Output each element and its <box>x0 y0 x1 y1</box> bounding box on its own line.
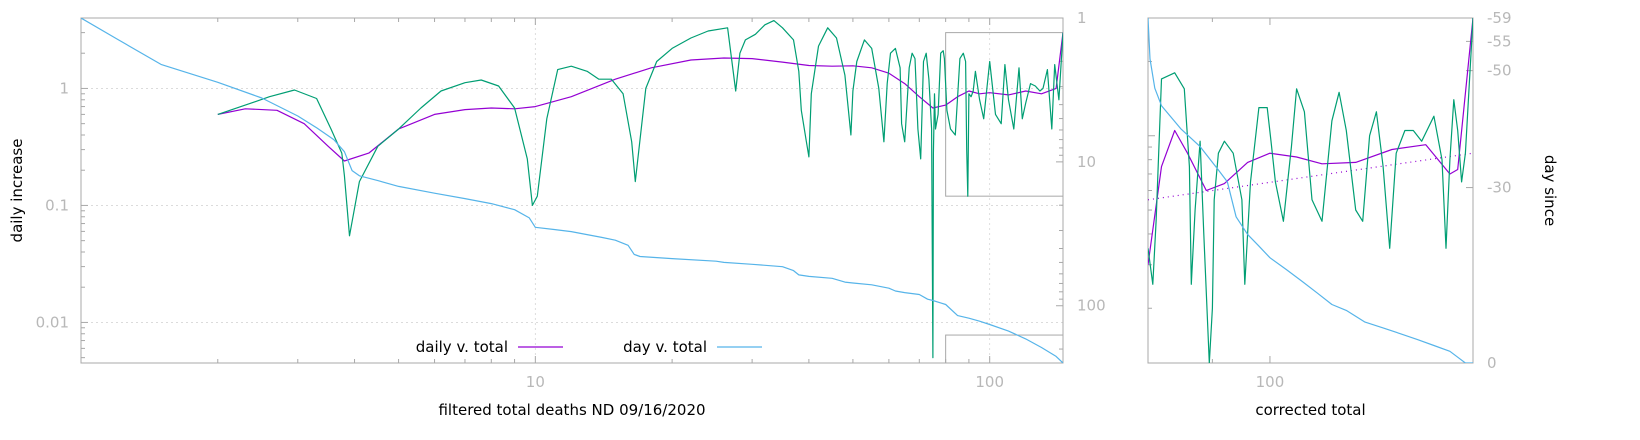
series-line-daily-v-total <box>218 33 1063 161</box>
y-tick-label: 1 <box>59 79 69 97</box>
x-axis-title: filtered total deaths ND 09/16/2020 <box>438 401 705 419</box>
y2-tick-label: -59 <box>1487 9 1512 27</box>
main-chart-panel: 10 100 0.01 0.1 1 1 10 100 filtered total deaths… <box>8 9 1106 419</box>
y-axis-title: daily increase <box>8 139 26 243</box>
y2-tick-label: 100 <box>1077 297 1106 315</box>
y2-tick-label: 0 <box>1487 354 1497 372</box>
y2-tick-label: -50 <box>1487 62 1512 80</box>
lower-box <box>946 335 1063 363</box>
inset-box <box>946 33 1063 197</box>
series-line-daily-v-total <box>1148 18 1473 265</box>
x-tick-label: 10 <box>526 373 545 391</box>
legend-label: day v. total <box>623 338 707 356</box>
y2-tick-label: 1 <box>1077 9 1087 27</box>
x-tick-label: 100 <box>975 373 1004 391</box>
plot-area <box>1148 18 1473 363</box>
plot-area <box>81 18 1063 363</box>
inset-chart-panel: 100 -59 -55 -50 -30 0 corrected total day since <box>1148 9 1559 419</box>
x-axis-title: corrected total <box>1255 401 1365 419</box>
legend-label: daily v. total <box>416 338 508 356</box>
y2-tick-label: -30 <box>1487 179 1512 197</box>
x-tick-label: 100 <box>1256 373 1285 391</box>
y2-axis-title: day since <box>1541 155 1559 226</box>
y2-tick-label: 10 <box>1077 153 1096 171</box>
series-line-filtered-daily <box>1148 18 1473 363</box>
y-tick-label: 0.1 <box>45 196 69 214</box>
y-tick-label: 0.01 <box>36 313 69 331</box>
y2-tick-label: -55 <box>1487 32 1512 50</box>
